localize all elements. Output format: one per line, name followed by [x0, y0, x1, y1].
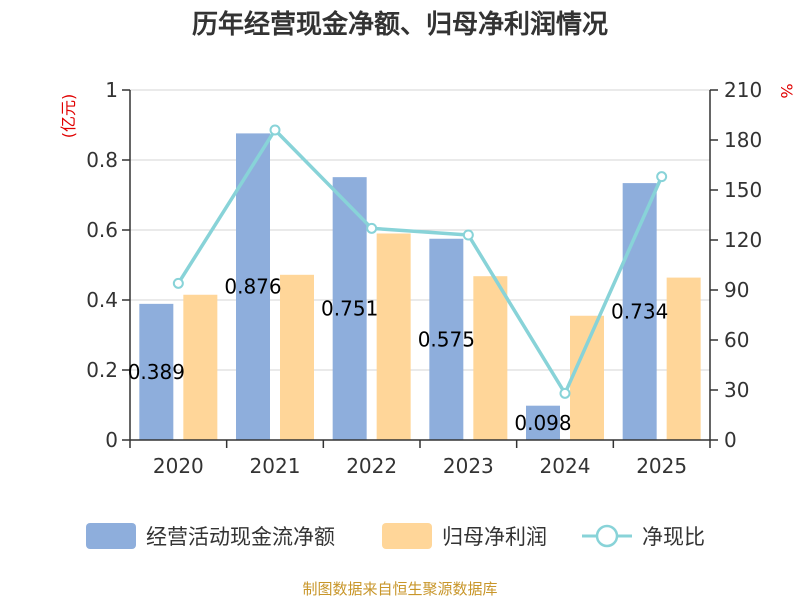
left-tick-label: 0.6 — [86, 218, 118, 242]
bar-net-profit — [280, 274, 314, 440]
bar-net-profit — [376, 233, 411, 440]
source-note: 制图数据来自恒生聚源数据库 — [302, 580, 497, 598]
bar-cashflow — [526, 405, 560, 440]
left-tick-label: 0.4 — [86, 288, 118, 312]
legend-label-ratio: 净现比 — [642, 525, 705, 549]
right-tick-label: 210 — [724, 78, 762, 102]
x-tick-label: 2023 — [443, 454, 494, 478]
bar-net-profit — [473, 276, 508, 440]
ratio-point — [269, 124, 281, 136]
ratio-point — [462, 229, 474, 241]
data-labels: 0.389 0.876 0.751 0.575 0.098 0.734 — [128, 275, 669, 435]
bar-net-profit — [183, 294, 218, 440]
bar-net-profit — [666, 277, 701, 440]
right-tick-label: 30 — [724, 378, 749, 402]
right-tick-label: 90 — [724, 278, 749, 302]
x-tick-label: 2020 — [153, 454, 204, 478]
legend-swatch-cashflow — [86, 523, 136, 549]
ratio-point — [172, 277, 184, 289]
right-tick-label: 60 — [724, 328, 749, 352]
left-tick-label: 0 — [105, 428, 118, 452]
right-tick-label: 150 — [724, 178, 762, 202]
ratio-point — [656, 171, 668, 183]
x-tick-label: 2025 — [636, 454, 687, 478]
legend-swatch-net-profit — [382, 523, 432, 549]
data-label-cashflow: 0.575 — [418, 327, 475, 351]
right-tick-label: 120 — [724, 228, 762, 252]
ratio-line — [172, 124, 668, 399]
data-label-cashflow: 0.876 — [224, 275, 281, 299]
bar-cashflow — [139, 303, 174, 440]
x-tick-label: 2022 — [346, 454, 397, 478]
legend-marker-ratio — [595, 524, 619, 548]
data-label-cashflow: 0.734 — [611, 300, 668, 324]
legend: 经营活动现金流净额 归母净利润 净现比 — [86, 523, 705, 549]
axes: 0 0.2 0.4 0.6 0.8 1 0 30 60 90 120 150 180 210 2020 202… — [86, 78, 762, 478]
legend-label-net-profit: 归母净利润 — [442, 525, 547, 549]
right-tick-label: 180 — [724, 128, 762, 152]
left-axis-unit: (亿元) — [59, 94, 78, 139]
ratio-point — [366, 222, 378, 234]
chart-title: 历年经营现金净额、归母净利润情况 — [192, 9, 608, 40]
left-tick-label: 1 — [105, 78, 118, 102]
left-tick-label: 0.2 — [86, 358, 118, 382]
x-tick-label: 2021 — [250, 454, 301, 478]
left-tick-label: 0.8 — [86, 148, 118, 172]
data-label-cashflow: 0.751 — [321, 297, 378, 321]
data-label-cashflow: 0.389 — [128, 360, 185, 384]
x-tick-label: 2024 — [540, 454, 591, 478]
right-axis-unit: % — [777, 83, 796, 98]
bar-net-profit — [570, 315, 604, 440]
bar-cashflow — [332, 177, 367, 440]
data-label-cashflow: 0.098 — [514, 411, 571, 435]
bar-cashflow — [429, 238, 464, 440]
legend-label-cashflow: 经营活动现金流净额 — [146, 525, 335, 549]
ratio-line-path — [176, 128, 664, 396]
right-tick-label: 0 — [724, 428, 737, 452]
ratio-point — [559, 387, 571, 399]
